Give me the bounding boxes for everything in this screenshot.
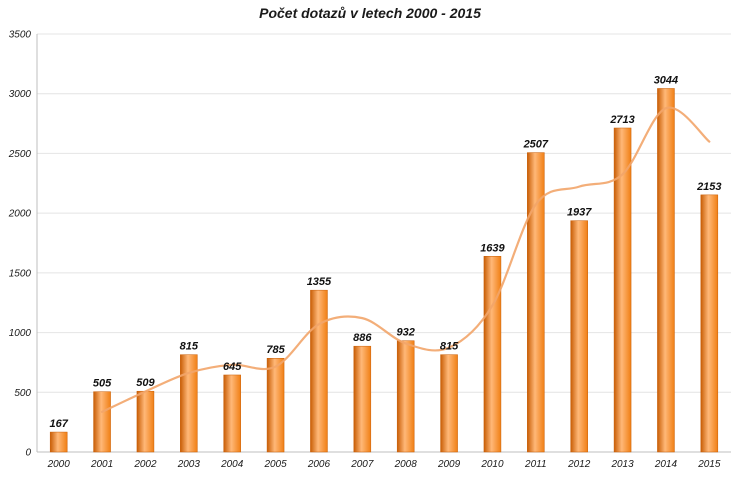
data-label: 815	[180, 341, 199, 353]
x-tick-label: 2011	[524, 459, 547, 470]
trendline-layer	[100, 106, 711, 413]
x-tick-label: 2001	[90, 459, 113, 470]
y-tick-label: 3000	[9, 89, 32, 100]
data-label: 815	[440, 341, 459, 353]
data-label: 932	[397, 327, 415, 339]
bar	[700, 194, 719, 453]
data-label: 1937	[567, 207, 592, 219]
x-tick-label: 2005	[263, 459, 287, 470]
bar	[613, 127, 632, 453]
data-label: 2507	[523, 139, 549, 151]
y-tick-label: 500	[14, 388, 31, 399]
bars	[49, 88, 719, 453]
bar	[49, 431, 68, 453]
x-tick-label: 2007	[350, 459, 374, 470]
y-axis-tick-labels: 0 500 1000 1500 2000 2500 3000 3500	[8, 30, 32, 459]
bar	[657, 88, 675, 453]
x-tick-label: 2004	[220, 459, 244, 470]
y-tick-label: 0	[25, 448, 31, 459]
data-label: 2153	[696, 181, 721, 193]
data-labels: 167 505 509 815 645 785 1355 886 932 815 1639 2507 1…	[50, 74, 722, 430]
data-label: 645	[223, 361, 242, 373]
data-label: 886	[353, 332, 372, 344]
bar	[266, 357, 285, 453]
data-label: 1355	[307, 276, 332, 288]
bar	[483, 256, 502, 453]
x-axis-tick-labels: 2000 2001 2002 2003 2004 2005 2006 2007 2008 2009…	[47, 459, 721, 470]
data-label: 505	[93, 378, 112, 390]
gridlines	[37, 33, 731, 393]
x-tick-label: 2009	[437, 459, 461, 470]
data-label: 3044	[654, 74, 678, 86]
data-label: 1639	[480, 242, 505, 254]
chart-title: Počet dotazů v letech 2000 - 2015	[259, 5, 481, 21]
y-tick-label: 2500	[8, 149, 32, 160]
y-tick-label: 1000	[9, 328, 32, 339]
data-label: 509	[136, 377, 155, 389]
trendline	[100, 106, 711, 413]
bar	[353, 345, 372, 453]
x-tick-label: 2013	[610, 459, 634, 470]
y-tick-label: 1500	[9, 268, 32, 279]
data-label: 2713	[609, 114, 634, 126]
bar	[440, 354, 458, 453]
x-tick-label: 2010	[480, 459, 504, 470]
x-tick-label: 2015	[697, 459, 721, 470]
x-tick-label: 2002	[133, 459, 157, 470]
x-tick-label: 2003	[177, 459, 201, 470]
x-tick-label: 2012	[567, 459, 591, 470]
data-label: 785	[266, 344, 285, 356]
data-label: 167	[50, 418, 69, 430]
x-tick-label: 2006	[307, 459, 331, 470]
bar	[136, 390, 155, 453]
bar	[396, 340, 415, 453]
bar	[310, 289, 328, 453]
y-tick-label: 3500	[9, 30, 32, 41]
x-tick-label: 2008	[394, 459, 418, 470]
bar	[527, 152, 545, 453]
bar	[570, 220, 588, 453]
x-tick-label: 2000	[47, 459, 71, 470]
bar	[93, 391, 111, 453]
bar	[223, 374, 241, 453]
x-tick-label: 2014	[654, 459, 678, 470]
y-tick-label: 2000	[8, 209, 32, 220]
bar	[180, 354, 198, 453]
